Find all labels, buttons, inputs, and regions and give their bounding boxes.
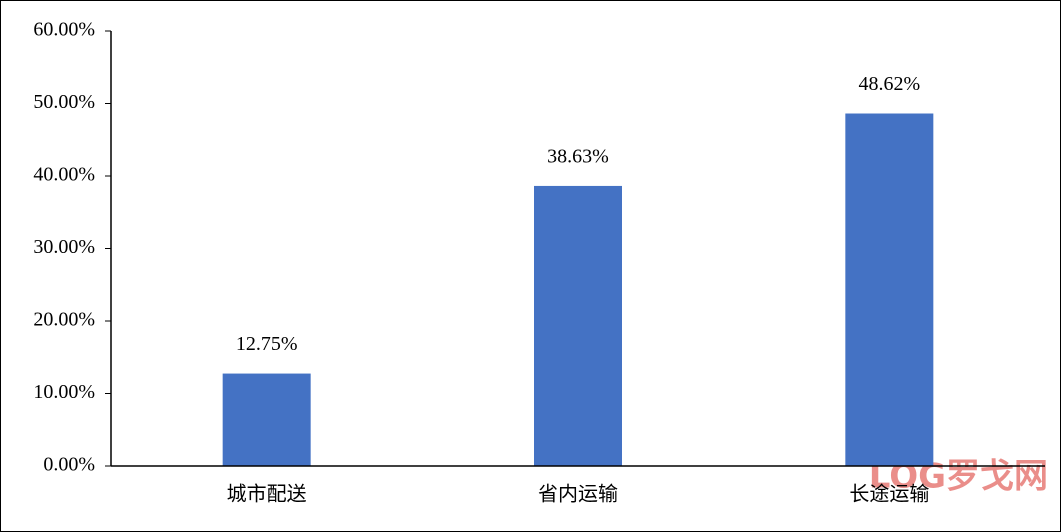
y-tick-label: 10.00% bbox=[33, 381, 95, 403]
bar bbox=[845, 113, 934, 466]
y-tick-label: 30.00% bbox=[33, 236, 95, 258]
y-tick-label: 40.00% bbox=[33, 164, 95, 186]
bar bbox=[534, 185, 622, 466]
y-tick-label: 20.00% bbox=[33, 309, 95, 331]
x-tick-label: 城市配送 bbox=[227, 483, 307, 506]
x-tick-label: 省内运输 bbox=[538, 483, 618, 506]
value-label: 12.75% bbox=[236, 333, 298, 355]
x-tick-label: 长途运输 bbox=[849, 483, 929, 506]
bar bbox=[222, 373, 311, 466]
y-tick-label: 60.00% bbox=[33, 19, 95, 41]
value-label: 38.63% bbox=[547, 146, 609, 168]
y-tick-label: 0.00% bbox=[43, 454, 95, 476]
value-label: 48.62% bbox=[858, 73, 920, 95]
y-tick-label: 50.00% bbox=[33, 91, 95, 113]
